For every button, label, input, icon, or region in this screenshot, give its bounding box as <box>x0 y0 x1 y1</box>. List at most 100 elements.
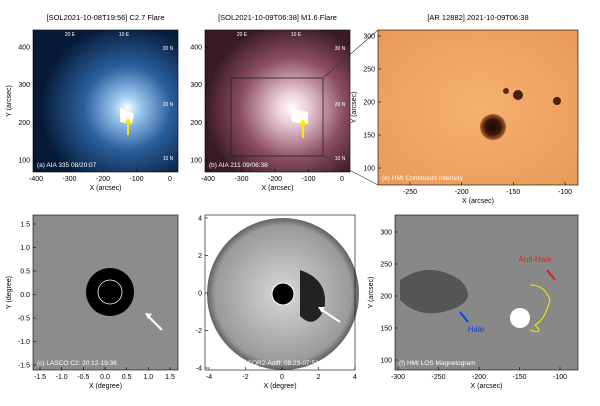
panel-caption: (e) HMI Continuum Intensity <box>382 175 464 182</box>
grid-label: 30 N <box>163 46 174 52</box>
sunspot <box>503 88 509 94</box>
y-tick-label: 0.5 <box>20 269 30 276</box>
panel-frame <box>204 29 351 173</box>
y-tick-label: 250 <box>380 262 392 269</box>
occulter <box>271 282 295 306</box>
x-tick-label: -150 <box>506 189 520 196</box>
y-axis-label: Y (arcsec) <box>351 92 358 124</box>
y-tick-label: 250 <box>363 67 375 74</box>
aia-211-image <box>205 30 350 172</box>
x-tick-label: -200 <box>455 189 469 196</box>
y-tick-label: 1.5 <box>20 222 30 229</box>
panel-caption: (c) LASCO C2: 20:12-19:36 <box>37 360 117 367</box>
x-tick-label: -1.5 <box>34 374 46 381</box>
contour <box>529 284 551 333</box>
x-tick-label: -200 <box>268 176 282 183</box>
annotation: Hale <box>468 325 485 334</box>
x-tick-label: -300 <box>62 176 76 183</box>
y-tick-label: 0.0 <box>20 292 30 299</box>
x-tick-label: -2 <box>242 374 248 381</box>
y-tick-label: 200 <box>18 120 30 127</box>
x-axis-label: X (arcsec) <box>471 383 503 390</box>
y-tick-label: 200 <box>190 120 202 127</box>
x-tick-label: -4 <box>206 374 212 381</box>
y-tick-label: 100 <box>380 358 392 365</box>
x-axis-label: X (arcsec) <box>90 185 122 192</box>
grid-label: 10 E <box>119 32 130 38</box>
x-tick-label: -200 <box>472 374 486 381</box>
x-tick-label: -100 <box>129 176 143 183</box>
panel-caption: (b) AIA 211 09/06:38 <box>209 162 268 169</box>
y-tick-label: 1.0 <box>20 245 30 252</box>
x-tick-label: -100 <box>301 176 315 183</box>
x-tick-label: 2 <box>317 374 321 381</box>
x-tick-label: 1.0 <box>143 374 153 381</box>
y-tick-label: -0.5 <box>18 316 30 323</box>
y-tick-label: -1.5 <box>18 363 30 370</box>
grid-label: 10 E <box>291 32 302 38</box>
arrow <box>147 315 163 331</box>
sunspot <box>480 114 506 140</box>
cme-front <box>300 270 325 322</box>
y-tick-label: 300 <box>363 34 375 41</box>
grid-label: 10 N <box>335 156 346 162</box>
x-tick-label: 0 <box>280 374 284 381</box>
zoom-box <box>230 77 324 157</box>
y-tick-label: 300 <box>190 82 202 89</box>
sunspot <box>553 97 561 105</box>
x-tick-label: -300 <box>234 176 248 183</box>
arrowhead <box>318 307 325 313</box>
y-tick-label: 0 <box>198 291 202 298</box>
annotation: Anti-Hale <box>519 255 552 264</box>
positive-polarity <box>510 308 530 328</box>
y-axis-label: Y (degree) <box>6 276 13 309</box>
y-tick-label: 300 <box>18 82 30 89</box>
x-tick-label: 0 <box>168 176 172 183</box>
sunspot <box>513 90 523 100</box>
arrowhead <box>124 118 132 124</box>
x-axis-label: X (arcsec) <box>462 198 494 205</box>
x-tick-label: -400 <box>201 176 215 183</box>
y-tick-label: 150 <box>363 133 375 140</box>
panel-frame <box>394 214 579 371</box>
panel-frame <box>377 29 579 186</box>
y-tick-label: -1.0 <box>18 339 30 346</box>
y-tick-label: 100 <box>190 158 202 165</box>
arrowhead <box>299 119 307 125</box>
y-tick-label: 200 <box>363 100 375 107</box>
grid-label: 30 N <box>335 46 346 52</box>
y-tick-label: 100 <box>18 158 30 165</box>
x-tick-label: 4 <box>353 374 357 381</box>
zoom-connector <box>322 29 379 79</box>
arrow <box>546 269 556 281</box>
panel-frame <box>32 214 179 371</box>
panel-caption: (d) STEREO COR2-Adiff: 08:23-07:53 <box>209 360 319 367</box>
x-tick-label: -1.0 <box>56 374 68 381</box>
arrow <box>321 309 341 323</box>
x-tick-label: -250 <box>403 189 417 196</box>
y-tick-label: 200 <box>380 294 392 301</box>
x-axis-label: X (arcsec) <box>262 185 294 192</box>
x-tick-label: -200 <box>96 176 110 183</box>
grid-label: 20 E <box>237 32 248 38</box>
x-tick-label: 0.5 <box>122 374 132 381</box>
flare-brightening <box>120 108 134 124</box>
panel-title: [AR 12882] 2021-10-09T06:38 <box>427 13 528 22</box>
y-tick-label: -4 <box>196 366 202 373</box>
panel-title: [SOL2021-10-09T06:38] M1.6 Flare <box>218 13 337 22</box>
x-axis-label: X (degree) <box>263 383 296 390</box>
panel-title: [SOL2021-10-08T19:56] C2.7 Flare <box>47 13 165 22</box>
panel-frame <box>204 214 356 371</box>
aia-335-image <box>33 30 178 172</box>
grid-label: 10 N <box>163 156 174 162</box>
y-tick-label: 4 <box>198 216 202 223</box>
panel-caption: (a) AIA 335 08/20:07 <box>37 162 97 169</box>
y-tick-label: 300 <box>380 230 392 237</box>
panel-caption: (f) HMI LOS Magnetogram <box>399 360 476 367</box>
grid-label: 20 E <box>65 32 76 38</box>
y-tick-label: 400 <box>18 45 30 52</box>
solar-limb <box>97 279 123 305</box>
grid-label: 20 N <box>163 102 174 108</box>
x-tick-label: -100 <box>553 374 567 381</box>
